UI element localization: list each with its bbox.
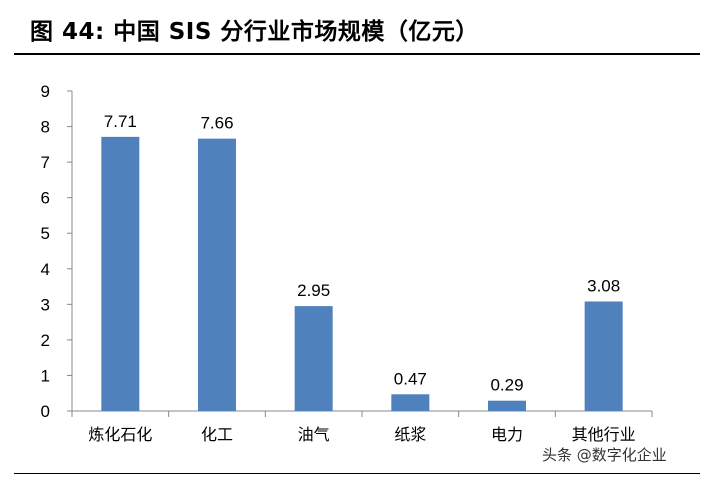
bar-value-label: 7.71 <box>104 112 137 131</box>
bar <box>584 301 623 411</box>
bar <box>294 306 333 411</box>
y-tick-label: 2 <box>41 331 50 350</box>
y-tick-label: 5 <box>41 224 50 243</box>
bar-value-label: 3.08 <box>587 276 620 295</box>
y-tick-label: 7 <box>41 153 50 172</box>
y-tick-label: 4 <box>41 260 50 279</box>
y-tick-label: 3 <box>41 295 50 314</box>
bar <box>488 400 526 411</box>
chart-axes: 0 1 2 3 4 5 6 7 8 9 <box>41 82 653 421</box>
y-tick-label: 1 <box>41 366 50 385</box>
chart-labels: 7.71 炼化石化 7.66 化工 2.95 油气 0.47 纸浆 0.29 电力 3.08 其他行业 <box>88 112 635 444</box>
bar-value-label: 0.29 <box>490 376 523 395</box>
x-category-label: 油气 <box>298 425 330 444</box>
bar <box>101 136 140 411</box>
bottom-divider <box>14 473 700 474</box>
x-category-label: 化工 <box>201 425 233 444</box>
x-category-label: 纸浆 <box>394 425 426 444</box>
x-category-label: 其他行业 <box>572 425 636 444</box>
y-tick-label: 9 <box>41 82 50 101</box>
watermark: 头条 @数字化企业 <box>540 444 669 465</box>
bar <box>391 394 430 411</box>
bar-value-label: 2.95 <box>297 281 330 300</box>
title-divider <box>14 53 700 55</box>
y-tick-label: 8 <box>41 118 50 137</box>
bar-value-label: 7.66 <box>200 114 233 133</box>
x-category-label: 炼化石化 <box>88 425 152 444</box>
x-category-label: 电力 <box>491 425 523 444</box>
figure-title: 图 44: 中国 SIS 分行业市场规模（亿元） <box>30 19 479 45</box>
bar-value-label: 0.47 <box>394 369 427 388</box>
bar <box>198 138 236 411</box>
y-tick-label: 0 <box>41 402 50 421</box>
y-tick-label: 6 <box>41 189 50 208</box>
chart-bars <box>101 136 623 411</box>
